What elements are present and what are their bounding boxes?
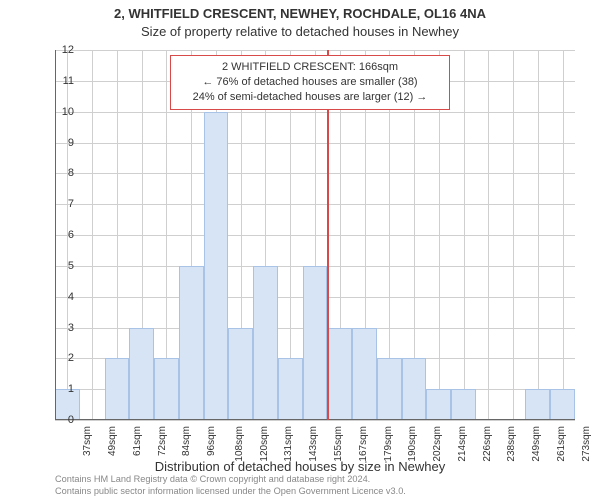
y-tick: 0	[54, 414, 74, 426]
bar	[525, 389, 550, 420]
bar	[105, 358, 130, 420]
y-tick: 12	[54, 44, 74, 56]
y-tick: 6	[54, 229, 74, 241]
x-tick: 49sqm	[107, 426, 118, 456]
y-tick: 4	[54, 291, 74, 303]
y-tick: 5	[54, 260, 74, 272]
x-tick: 179sqm	[382, 426, 393, 462]
bar	[154, 358, 179, 420]
y-tick: 8	[54, 167, 74, 179]
x-tick: 155sqm	[333, 426, 344, 462]
footer-line-2: Contains public sector information licen…	[55, 486, 600, 498]
x-tick: 261sqm	[556, 426, 567, 462]
bar	[179, 266, 204, 420]
annotation-line: 2 WHITFIELD CRESCENT: 166sqm	[179, 60, 441, 75]
bar	[228, 328, 253, 421]
bar	[327, 328, 352, 421]
bar	[550, 389, 575, 420]
grid-line-h	[55, 420, 575, 421]
x-tick: 214sqm	[457, 426, 468, 462]
annotation-line: ← 76% of detached houses are smaller (38…	[179, 75, 441, 90]
title-main: 2, WHITFIELD CRESCENT, NEWHEY, ROCHDALE,…	[0, 6, 600, 21]
x-tick: 190sqm	[407, 426, 418, 462]
x-tick: 273sqm	[580, 426, 591, 462]
bar	[204, 112, 229, 420]
y-tick: 3	[54, 322, 74, 334]
chart-container: 2, WHITFIELD CRESCENT, NEWHEY, ROCHDALE,…	[0, 0, 600, 500]
y-tick: 2	[54, 352, 74, 364]
x-tick: 131sqm	[283, 426, 294, 462]
footer: Contains HM Land Registry data © Crown c…	[0, 474, 600, 497]
bar	[426, 389, 451, 420]
y-tick: 1	[54, 383, 74, 395]
bar	[253, 266, 278, 420]
bar	[377, 358, 402, 420]
annotation-line: 24% of semi-detached houses are larger (…	[179, 90, 441, 105]
x-tick: 120sqm	[258, 426, 269, 462]
y-tick: 11	[54, 75, 74, 87]
x-tick: 61sqm	[132, 426, 143, 456]
x-tick: 37sqm	[82, 426, 93, 456]
bar	[451, 389, 476, 420]
x-tick: 96sqm	[206, 426, 217, 456]
x-tick: 238sqm	[506, 426, 517, 462]
x-tick: 72sqm	[157, 426, 168, 456]
bar	[352, 328, 377, 421]
bar	[278, 358, 303, 420]
y-tick: 10	[54, 106, 74, 118]
x-tick: 249sqm	[531, 426, 542, 462]
x-tick: 84sqm	[181, 426, 192, 456]
x-tick: 202sqm	[432, 426, 443, 462]
x-tick: 167sqm	[358, 426, 369, 462]
bar	[129, 328, 154, 421]
annotation-box: 2 WHITFIELD CRESCENT: 166sqm← 76% of det…	[170, 55, 450, 110]
y-tick: 9	[54, 137, 74, 149]
y-tick: 7	[54, 198, 74, 210]
title-sub: Size of property relative to detached ho…	[0, 24, 600, 39]
bar	[303, 266, 328, 420]
footer-line-1: Contains HM Land Registry data © Crown c…	[55, 474, 600, 486]
bar	[402, 358, 427, 420]
x-tick: 143sqm	[308, 426, 319, 462]
x-tick: 226sqm	[481, 426, 492, 462]
x-tick: 108sqm	[234, 426, 245, 462]
